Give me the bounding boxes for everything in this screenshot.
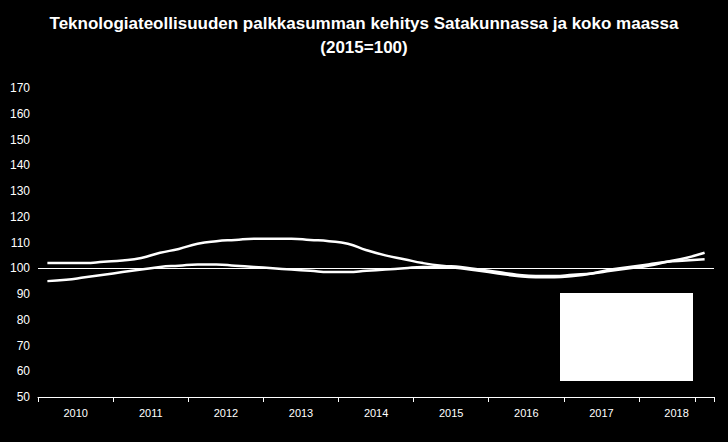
svg-text:(2015=100): (2015=100) (320, 38, 407, 57)
svg-text:130: 130 (10, 184, 30, 198)
svg-text:2011: 2011 (139, 407, 163, 419)
svg-text:90: 90 (17, 287, 31, 301)
svg-text:170: 170 (10, 81, 30, 95)
svg-text:140: 140 (10, 158, 30, 172)
svg-text:150: 150 (10, 133, 30, 147)
svg-text:70: 70 (17, 339, 31, 353)
svg-text:2013: 2013 (289, 407, 313, 419)
svg-text:Teknologiateollisuuden palkkas: Teknologiateollisuuden palkkasumman kehi… (50, 14, 679, 33)
svg-text:2012: 2012 (214, 407, 238, 419)
svg-text:120: 120 (10, 210, 30, 224)
svg-text:50: 50 (17, 390, 31, 404)
svg-text:2016: 2016 (514, 407, 538, 419)
svg-text:100: 100 (10, 261, 30, 275)
svg-text:2010: 2010 (63, 407, 87, 419)
svg-text:2018: 2018 (664, 407, 688, 419)
svg-text:2014: 2014 (364, 407, 388, 419)
svg-text:2017: 2017 (589, 407, 613, 419)
svg-text:80: 80 (17, 313, 31, 327)
svg-text:60: 60 (17, 364, 31, 378)
svg-text:2015: 2015 (439, 407, 463, 419)
svg-text:160: 160 (10, 107, 30, 121)
svg-text:110: 110 (11, 236, 30, 250)
